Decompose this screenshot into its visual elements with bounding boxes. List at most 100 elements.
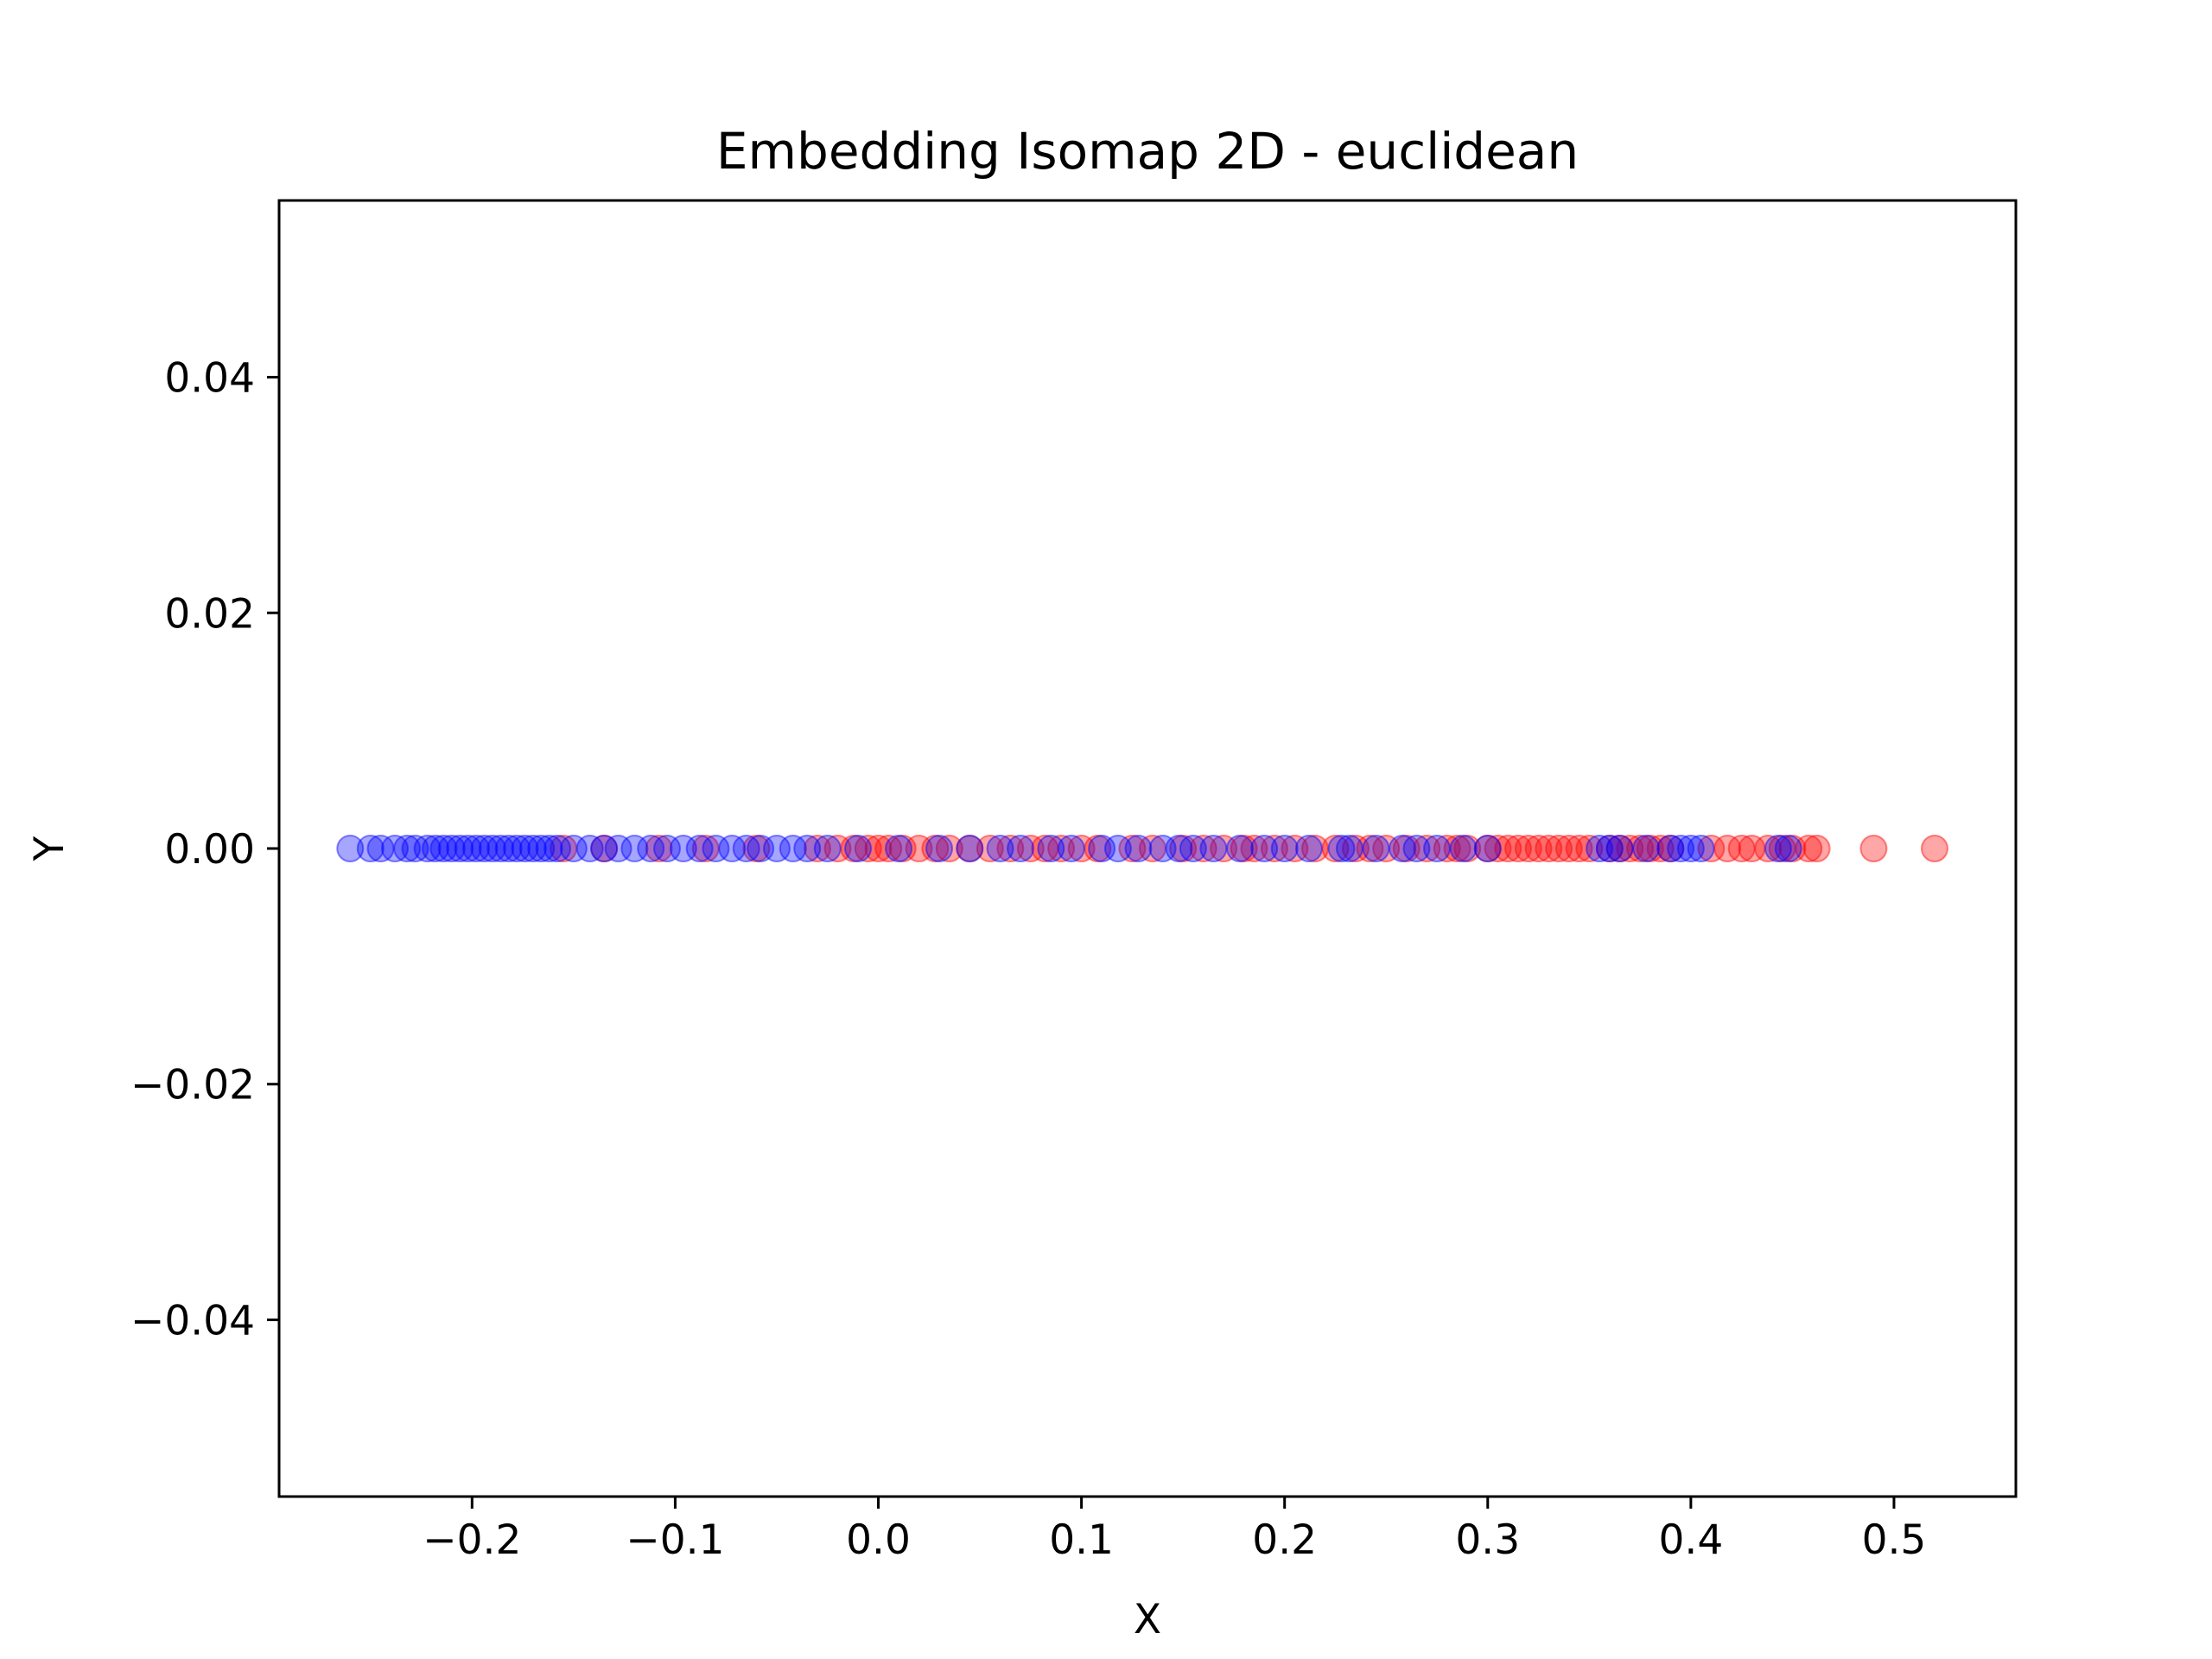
- data-point: [511, 835, 539, 862]
- data-point: [1802, 835, 1831, 862]
- data-point: [535, 835, 563, 862]
- data-point: [1449, 835, 1478, 862]
- data-point: [1148, 835, 1177, 862]
- data-point: [413, 835, 442, 862]
- data-point: [921, 835, 950, 862]
- data-point: [429, 835, 458, 862]
- x-tick-label: 0.0: [846, 1516, 911, 1564]
- data-point: [747, 835, 775, 862]
- data-point: [1473, 835, 1502, 862]
- data-point: [1210, 835, 1238, 862]
- data-point: [1565, 835, 1593, 862]
- data-point: [604, 835, 632, 862]
- data-point: [653, 835, 682, 862]
- data-point: [1165, 835, 1193, 862]
- data-point: [702, 835, 730, 862]
- data-point: [1605, 835, 1634, 862]
- data-point: [1656, 835, 1685, 862]
- data-point: [986, 835, 1014, 862]
- y-tick-label: 0.04: [164, 355, 255, 403]
- data-point: [1453, 835, 1482, 862]
- data-point: [1250, 835, 1279, 862]
- data-point: [925, 835, 954, 862]
- data-point: [1473, 835, 1502, 862]
- data-point: [1575, 835, 1604, 862]
- x-tick-label: 0.5: [1862, 1516, 1927, 1564]
- data-point: [1768, 835, 1796, 862]
- data-point: [885, 835, 913, 862]
- data-point: [1124, 835, 1153, 862]
- data-point: [454, 835, 482, 862]
- data-point: [840, 835, 868, 862]
- y-tick-label: 0.00: [164, 826, 255, 874]
- data-point: [1294, 835, 1323, 862]
- data-point: [1047, 835, 1076, 862]
- data-point: [422, 835, 450, 862]
- data-point: [550, 835, 578, 862]
- data-point: [1300, 835, 1329, 862]
- data-point: [356, 835, 385, 862]
- data-point: [470, 835, 499, 862]
- data-point: [1341, 835, 1370, 862]
- data-point: [1656, 835, 1685, 862]
- data-point: [1356, 835, 1384, 862]
- data-point: [1545, 835, 1573, 862]
- y-tick-label: 0.02: [164, 590, 255, 638]
- data-point: [1007, 835, 1035, 862]
- data-point: [1138, 835, 1166, 862]
- data-point: [813, 835, 842, 862]
- data-point: [446, 835, 474, 862]
- data-point: [1270, 835, 1299, 862]
- data-point: [518, 835, 547, 862]
- data-point: [1764, 835, 1792, 862]
- data-point: [762, 835, 791, 862]
- data-point: [718, 835, 747, 862]
- data-point: [1636, 835, 1664, 862]
- data-point: [1189, 835, 1217, 862]
- data-point: [888, 835, 917, 862]
- data-point: [1738, 835, 1766, 862]
- data-point: [1504, 835, 1533, 862]
- data-point: [1595, 835, 1624, 862]
- data-point: [336, 835, 365, 862]
- data-point: [462, 835, 491, 862]
- data-point: [1778, 835, 1807, 862]
- data-point: [1920, 835, 1948, 862]
- data-point: [976, 835, 1004, 862]
- data-point: [1524, 835, 1553, 862]
- data-point: [742, 835, 771, 862]
- data-point: [1088, 835, 1116, 862]
- data-point: [905, 835, 933, 862]
- x-tick-label: 0.1: [1049, 1516, 1114, 1564]
- data-point: [874, 835, 903, 862]
- data-point: [864, 835, 893, 862]
- data-point: [1392, 835, 1421, 862]
- data-point: [1605, 835, 1634, 862]
- data-point: [1118, 835, 1147, 862]
- data-point: [527, 835, 556, 862]
- data-point: [1713, 835, 1742, 862]
- data-point: [1535, 835, 1563, 862]
- data-point: [1362, 835, 1390, 862]
- points-layer: [336, 835, 1948, 862]
- data-point: [1423, 835, 1451, 862]
- x-axis-label: X: [1134, 1596, 1161, 1643]
- data-point: [1443, 835, 1471, 862]
- data-point: [401, 835, 429, 862]
- data-point: [494, 835, 523, 862]
- data-point: [1230, 835, 1258, 862]
- data-point: [575, 835, 604, 862]
- data-point: [1676, 835, 1705, 862]
- data-point: [691, 835, 720, 862]
- data-point: [590, 835, 619, 862]
- x-tick-label: 0.2: [1252, 1516, 1317, 1564]
- data-point: [935, 835, 963, 862]
- data-point: [685, 835, 714, 862]
- data-point: [956, 835, 984, 862]
- data-point: [478, 835, 506, 862]
- y-tick-label: −0.02: [130, 1062, 255, 1109]
- data-point: [543, 835, 572, 862]
- data-point: [1667, 835, 1695, 862]
- data-point: [1016, 835, 1045, 862]
- x-tick-label: −0.2: [423, 1516, 521, 1564]
